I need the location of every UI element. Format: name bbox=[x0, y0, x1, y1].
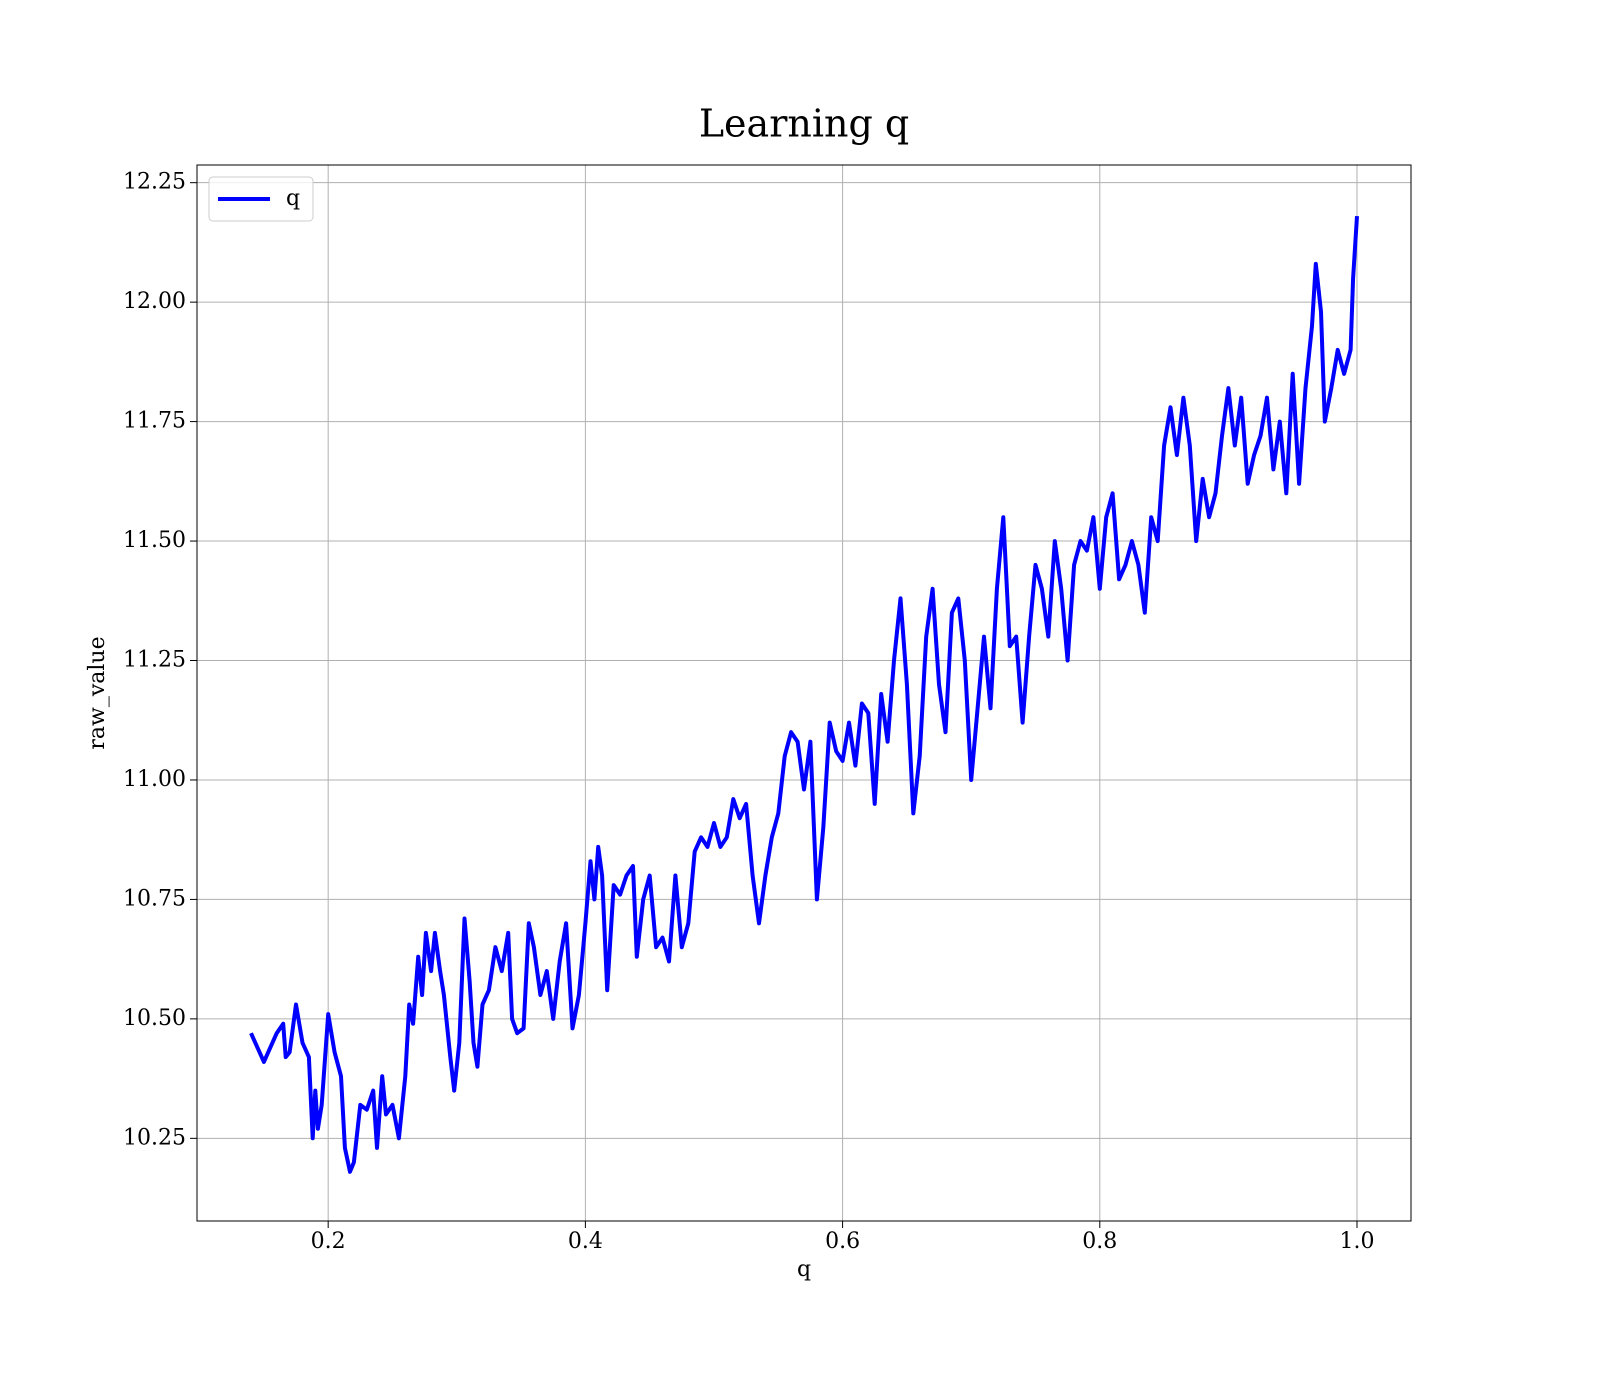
y-axis-label: raw_value bbox=[85, 636, 110, 749]
x-tick-label: 0.4 bbox=[568, 1229, 603, 1254]
y-tick-label: 11.00 bbox=[123, 767, 186, 792]
x-tick-label: 0.2 bbox=[311, 1229, 346, 1254]
x-tick-label: 0.8 bbox=[1082, 1229, 1117, 1254]
y-tick-label: 10.50 bbox=[123, 1006, 186, 1031]
y-tick-label: 11.75 bbox=[123, 409, 186, 434]
x-axis-label: q bbox=[797, 1257, 811, 1282]
x-tick-label: 1.0 bbox=[1339, 1229, 1374, 1254]
y-tick-label: 10.75 bbox=[123, 886, 186, 911]
chart-title: Learning q bbox=[699, 102, 909, 146]
y-tick-label: 10.25 bbox=[123, 1125, 186, 1150]
y-tick-label: 11.50 bbox=[123, 528, 186, 553]
y-tick-label: 12.00 bbox=[123, 289, 186, 314]
y-tick-label: 12.25 bbox=[123, 170, 186, 195]
plot-frame bbox=[196, 164, 1412, 1222]
data-line bbox=[249, 215, 1359, 1174]
x-tick-label: 0.6 bbox=[825, 1229, 860, 1254]
legend-label: q bbox=[286, 186, 300, 211]
y-tick-label: 11.25 bbox=[123, 648, 186, 673]
